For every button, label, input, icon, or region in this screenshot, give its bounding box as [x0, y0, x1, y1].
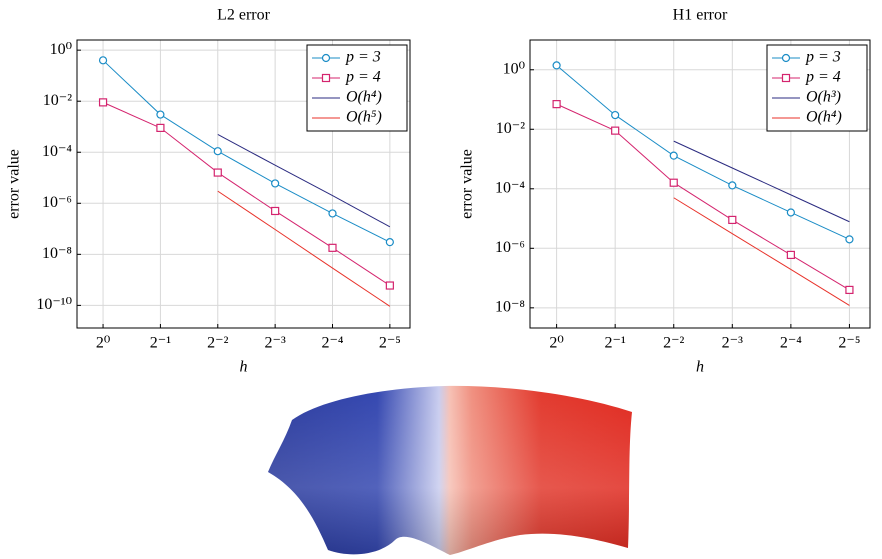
plot-frame: [529, 39, 871, 329]
marker: [845, 285, 854, 295]
marker: [786, 250, 795, 260]
y-tick-label: 10⁻²: [43, 92, 72, 109]
marker: [669, 178, 678, 187]
legend-label: p = 3: [345, 49, 381, 66]
marker: [271, 179, 280, 188]
y-tick-label: 10⁻⁸: [42, 245, 72, 262]
x-tick-label: 2⁻⁵: [838, 335, 860, 352]
surface-plot: [268, 385, 632, 555]
marker: [271, 206, 280, 216]
marker: [845, 235, 854, 244]
legend-label: O(h⁴): [806, 109, 842, 126]
series-line: [217, 133, 391, 228]
x-tick-label: 2⁰: [96, 335, 110, 352]
marker: [669, 151, 678, 160]
marker: [98, 56, 108, 65]
x-tick-label: 2⁰: [549, 335, 563, 352]
x-tick-label: 2⁻⁵: [379, 335, 401, 352]
y-tick-label: 10⁻²: [496, 120, 525, 137]
legend-label: O(h⁵): [346, 109, 382, 126]
legend-label: p = 4: [805, 69, 841, 86]
x-axis-label: h: [240, 359, 248, 376]
series-line: [217, 190, 391, 307]
x-tick-label: 2⁻²: [207, 335, 228, 352]
marker: [213, 168, 222, 177]
x-axis-label: h: [696, 359, 704, 376]
marker: [611, 110, 620, 120]
x-tick-label: 2⁻³: [722, 335, 743, 352]
y-axis-label: error value: [459, 149, 476, 219]
marker: [385, 238, 394, 247]
legend-label: O(h⁴): [346, 89, 382, 106]
marker: [156, 110, 165, 119]
surface-shade: [268, 385, 632, 555]
x-tick-label: 2⁻⁴: [321, 335, 343, 352]
y-axis-label: error value: [6, 149, 23, 219]
marker: [786, 208, 795, 217]
chart-title: L2 error: [217, 7, 271, 24]
marker: [98, 98, 108, 107]
legend-label: p = 4: [345, 69, 381, 86]
marker: [552, 61, 561, 70]
x-tick-label: 2⁻²: [663, 335, 684, 352]
series-line: [673, 140, 850, 223]
marker: [611, 126, 620, 135]
series-line: [102, 101, 391, 286]
series-line: [556, 103, 850, 291]
legend-label: p = 3: [805, 49, 841, 66]
y-tick-label: 10⁻⁴: [42, 143, 72, 160]
series-line: [102, 59, 391, 243]
marker: [728, 215, 737, 225]
series-line: [556, 65, 850, 240]
marker: [781, 53, 791, 63]
x-tick-label: 2⁻¹: [150, 335, 171, 352]
y-tick-label: 10⁻⁶: [495, 239, 525, 256]
marker: [156, 123, 165, 132]
legend-label: O(h³): [806, 89, 841, 106]
marker: [328, 243, 337, 252]
y-tick-label: 10⁻⁴: [495, 179, 525, 196]
series-line: [673, 197, 850, 306]
x-tick-label: 2⁻¹: [605, 335, 626, 352]
x-tick-label: 2⁻³: [265, 335, 286, 352]
marker: [328, 209, 337, 218]
plot-frame: [76, 39, 411, 329]
marker: [552, 100, 561, 109]
marker: [728, 181, 737, 190]
chart-title: H1 error: [673, 7, 728, 24]
marker: [781, 73, 791, 83]
y-tick-label: 10⁰: [503, 60, 525, 77]
y-tick-label: 10⁰: [50, 41, 72, 58]
y-tick-label: 10⁻⁶: [42, 194, 72, 211]
marker: [213, 147, 222, 156]
x-tick-label: 2⁻⁴: [780, 335, 802, 352]
marker: [385, 281, 394, 290]
y-tick-label: 10⁻¹⁰: [36, 296, 72, 313]
y-tick-label: 10⁻⁸: [495, 299, 525, 316]
marker: [321, 73, 331, 83]
marker: [321, 53, 331, 63]
